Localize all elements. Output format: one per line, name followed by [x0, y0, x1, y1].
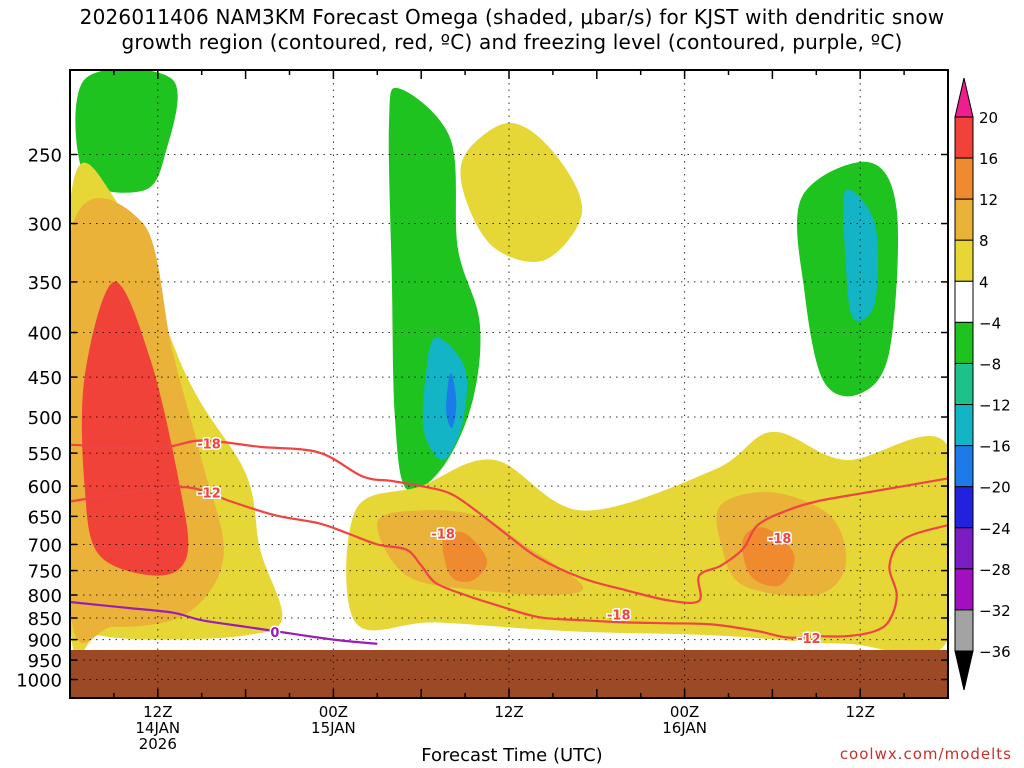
contour-label-0: -18 [197, 437, 221, 452]
x-tick-label-0-0: 12Z [143, 703, 172, 721]
colorbar-label-4: 4 [979, 273, 989, 291]
contour-label-4: -12 [797, 632, 821, 647]
colorbar-swatch-20 [954, 116, 974, 159]
contour-dgz-minus18 [70, 439, 948, 605]
y-tick-label-350: 350 [28, 273, 62, 294]
y-tick-label-650: 650 [28, 507, 62, 528]
contour-label-5: -18 [768, 532, 792, 547]
x-tick-label-0-2: 2026 [139, 735, 177, 753]
colorbar: 20 16 12 8 4 −4 −8 −12 −16 −20 −24 −28 −32 −36 [954, 77, 1011, 691]
colorbar-swatch--32 [954, 609, 974, 652]
temperature-contours [70, 439, 948, 645]
colorbar-label-1: 16 [979, 150, 998, 168]
colorbar-swatch-4 [954, 280, 974, 323]
colorbar-swatch--28 [954, 568, 974, 611]
contour-label-2: -18 [431, 527, 455, 542]
colorbar-swatch--24 [954, 527, 974, 570]
colorbar-label-3: 8 [979, 232, 989, 250]
colorbar-swatch-16 [954, 157, 974, 200]
colorbar-swatch--16 [954, 445, 974, 488]
colorbar-swatch--12 [954, 404, 974, 447]
y-tick-label-600: 600 [28, 477, 62, 498]
grid-lines [70, 70, 948, 698]
x-tick-label-2-0: 12Z [494, 703, 523, 721]
omega-shading [70, 70, 948, 658]
contour-label-6: 0 [270, 626, 279, 641]
colorbar-swatch-8 [954, 239, 974, 282]
y-tick-label-950: 950 [28, 651, 62, 672]
credit-text: coolwx.com/modelts [839, 745, 1012, 763]
colorbar-swatch--20 [954, 486, 974, 529]
colorbar-label-2: 12 [979, 191, 998, 209]
omega-region-magenta-left [81, 281, 189, 576]
y-tick-label-500: 500 [28, 408, 62, 429]
contour-label-3: -18 [607, 608, 631, 623]
contour-label-1: -12 [197, 486, 221, 501]
chart-title-line2: growth region (contoured, red, ºC) and f… [121, 30, 903, 54]
colorbar-swatch--4 [954, 321, 974, 364]
colorbar-swatch--8 [954, 362, 974, 406]
colorbar-swatch-12 [954, 198, 974, 241]
omega-region-red-right [742, 527, 795, 587]
colorbar-label-13: −36 [979, 643, 1011, 661]
y-tick-label-450: 450 [28, 368, 62, 389]
omega-region-cyan-right [843, 189, 879, 321]
colorbar-top-arrow [954, 77, 974, 118]
y-tick-label-750: 750 [28, 562, 62, 583]
contour-labels: -18 -12 -18 -18 -12 -18 0 [196, 436, 822, 649]
chart-title-line1: 2026011406 NAM3KM Forecast Omega (shaded… [79, 5, 945, 29]
y-axis: 2503003504004505005506006507007508008509… [16, 146, 948, 692]
y-tick-label-700: 700 [28, 535, 62, 556]
y-tick-label-800: 800 [28, 586, 62, 607]
y-tick-label-1000: 1000 [16, 671, 62, 692]
y-tick-label-850: 850 [28, 609, 62, 630]
x-tick-label-0-1: 14JAN [135, 719, 180, 737]
omega-region-green-tl [75, 70, 178, 193]
omega-region-yellow-top [460, 122, 583, 262]
x-tick-label-3-0: 00Z [670, 703, 699, 721]
colorbar-label-10: −24 [979, 520, 1011, 538]
y-tick-label-550: 550 [28, 444, 62, 465]
omega-region-yellow-low [346, 431, 948, 656]
colorbar-label-9: −20 [979, 479, 1011, 497]
colorbar-bottom-arrow [954, 650, 974, 691]
y-tick-label-400: 400 [28, 324, 62, 345]
colorbar-label-12: −32 [979, 602, 1011, 620]
x-tick-label-1-1: 15JAN [311, 719, 356, 737]
contour-dgz-minus12 [70, 485, 948, 639]
colorbar-label-8: −16 [979, 438, 1011, 456]
x-tick-label-3-1: 16JAN [662, 719, 707, 737]
y-tick-label-900: 900 [28, 631, 62, 652]
contour-freezing-level [70, 600, 378, 645]
x-axis-label: Forecast Time (UTC) [421, 745, 603, 766]
y-tick-label-300: 300 [28, 215, 62, 236]
colorbar-label-6: −8 [979, 355, 1001, 373]
y-tick-label-250: 250 [28, 146, 62, 167]
colorbar-label-11: −28 [979, 561, 1011, 579]
x-tick-label-4-0: 12Z [846, 703, 875, 721]
omega-region-blue-mid [446, 372, 457, 429]
x-tick-label-1-0: 00Z [319, 703, 348, 721]
colorbar-label-7: −12 [979, 397, 1011, 415]
colorbar-label-5: −4 [979, 314, 1001, 332]
omega-region-cyan-mid [422, 337, 468, 460]
colorbar-label-0: 20 [979, 109, 998, 127]
